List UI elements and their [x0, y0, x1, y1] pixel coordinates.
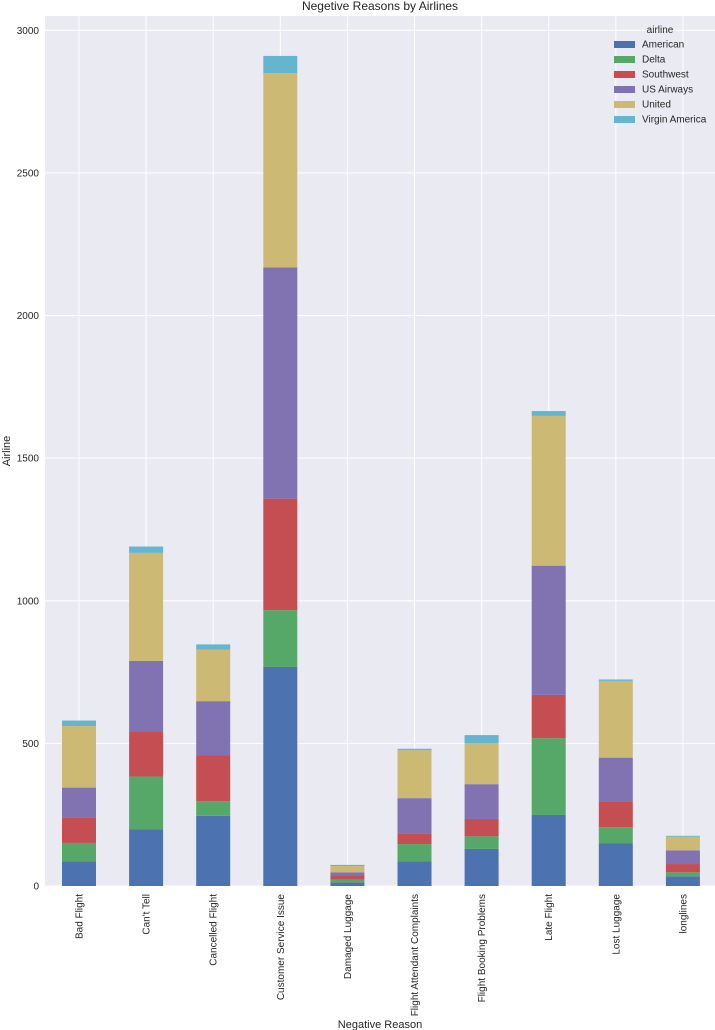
bar-segment: [330, 872, 365, 876]
bar-segment: [598, 679, 633, 681]
legend: airline American Delta Southwest US Airways…: [614, 25, 707, 126]
legend-entry: Southwest: [642, 70, 689, 81]
legend-swatch: [614, 116, 635, 123]
bar-segment: [62, 787, 96, 818]
bar-segment: [665, 876, 700, 886]
bar-segment: [531, 694, 566, 739]
bar-segment: [62, 842, 96, 862]
bar-segment: [598, 843, 633, 886]
legend-entry: United: [642, 100, 671, 111]
bar-segment: [464, 784, 499, 819]
legend-entry: American: [642, 40, 684, 51]
bar-segment: [129, 546, 164, 553]
bar-segment: [263, 610, 298, 667]
bar-segment: [598, 801, 633, 828]
x-tick-label: Late Flight: [544, 894, 555, 941]
x-tick-label: Cancelled Flight: [209, 894, 220, 966]
chart-title: Negetive Reasons by Airlines: [302, 0, 458, 13]
bar-segment: [464, 743, 499, 785]
bar-segment: [196, 815, 231, 886]
bar-segment: [129, 552, 164, 661]
bar-segment: [464, 848, 499, 886]
bar-segment: [665, 835, 700, 837]
bar-segment: [62, 817, 96, 843]
bar-segment: [665, 850, 700, 865]
x-tick-label: Lost Luggage: [611, 894, 622, 955]
bars: [62, 55, 700, 886]
y-tick-label: 0: [33, 882, 39, 893]
y-tick-label: 1000: [17, 596, 40, 607]
y-tick-label: 500: [22, 739, 39, 750]
x-tick-labels: Bad Flight Can't Tell Cancelled Flight Cust…: [75, 894, 690, 1017]
bar-segment: [464, 735, 499, 744]
bar-segment: [531, 411, 566, 416]
bar-segment: [263, 73, 298, 268]
x-tick-label: Can't Tell: [142, 894, 153, 935]
bar-segment: [129, 731, 164, 777]
y-tick-label: 1500: [17, 454, 40, 465]
bar-segment: [196, 649, 231, 702]
x-tick-label: Flight Booking Problems: [477, 894, 488, 1002]
bar-segment: [531, 565, 566, 695]
x-tick-label: Damaged Luggage: [343, 894, 354, 980]
y-axis-label: Airline: [1, 436, 13, 467]
bar-segment: [464, 836, 499, 849]
x-axis-label: Negative Reason: [338, 1019, 422, 1030]
bar-segment: [129, 660, 164, 732]
bar-segment: [598, 827, 633, 844]
bar-segment: [330, 875, 365, 880]
bar-segment: [397, 750, 432, 799]
bar-segment: [62, 725, 96, 788]
bar-segment: [397, 798, 432, 834]
y-tick-label: 2000: [17, 311, 40, 322]
bar-segment: [598, 757, 633, 802]
bar-segment: [263, 666, 298, 886]
legend-title: airline: [647, 25, 674, 36]
bar-segment: [397, 861, 432, 886]
bar-segment: [196, 801, 231, 816]
legend-swatch: [614, 71, 635, 78]
bar-segment: [196, 755, 231, 802]
bar-segment: [464, 818, 499, 837]
bar-segment: [330, 864, 365, 867]
x-tick-label: Bad Flight: [75, 894, 86, 939]
bar-segment: [196, 701, 231, 756]
bar-segment: [531, 738, 566, 815]
bar-segment: [196, 644, 231, 650]
bar-segment: [397, 748, 432, 751]
bar-segment: [598, 680, 633, 758]
bar-segment: [397, 833, 432, 845]
x-tick-label: Customer Service Issue: [276, 894, 287, 1001]
legend-entry: Delta: [642, 55, 666, 66]
bar-segment: [330, 879, 365, 883]
bar-segment: [129, 829, 164, 886]
legend-entry: US Airways: [642, 85, 693, 96]
bar-segment: [665, 864, 700, 873]
bar-segment: [531, 814, 566, 886]
bar-segment: [531, 415, 566, 566]
bar-segment: [330, 882, 365, 886]
x-tick-label: Flight Attendant Complaints: [410, 894, 421, 1016]
legend-swatch: [614, 56, 635, 63]
bar-segment: [62, 861, 96, 886]
legend-swatch: [614, 86, 635, 93]
bar-segment: [330, 866, 365, 873]
bar-segment: [665, 836, 700, 851]
bar-segment: [263, 267, 298, 499]
y-tick-label: 3000: [17, 26, 40, 37]
bar-segment: [263, 55, 298, 74]
legend-swatch: [614, 101, 635, 108]
x-tick-label: longlines: [678, 894, 689, 933]
bar-segment: [397, 844, 432, 862]
legend-swatch: [614, 41, 635, 48]
y-tick-labels: 0 500 1000 1500 2000 2500 3000: [17, 26, 40, 893]
bar-segment: [62, 720, 96, 726]
y-tick-label: 2500: [17, 168, 40, 179]
bar-segment: [129, 776, 164, 830]
bar-segment: [665, 872, 700, 877]
legend-entry: Virgin America: [642, 115, 707, 126]
bar-segment: [263, 498, 298, 611]
